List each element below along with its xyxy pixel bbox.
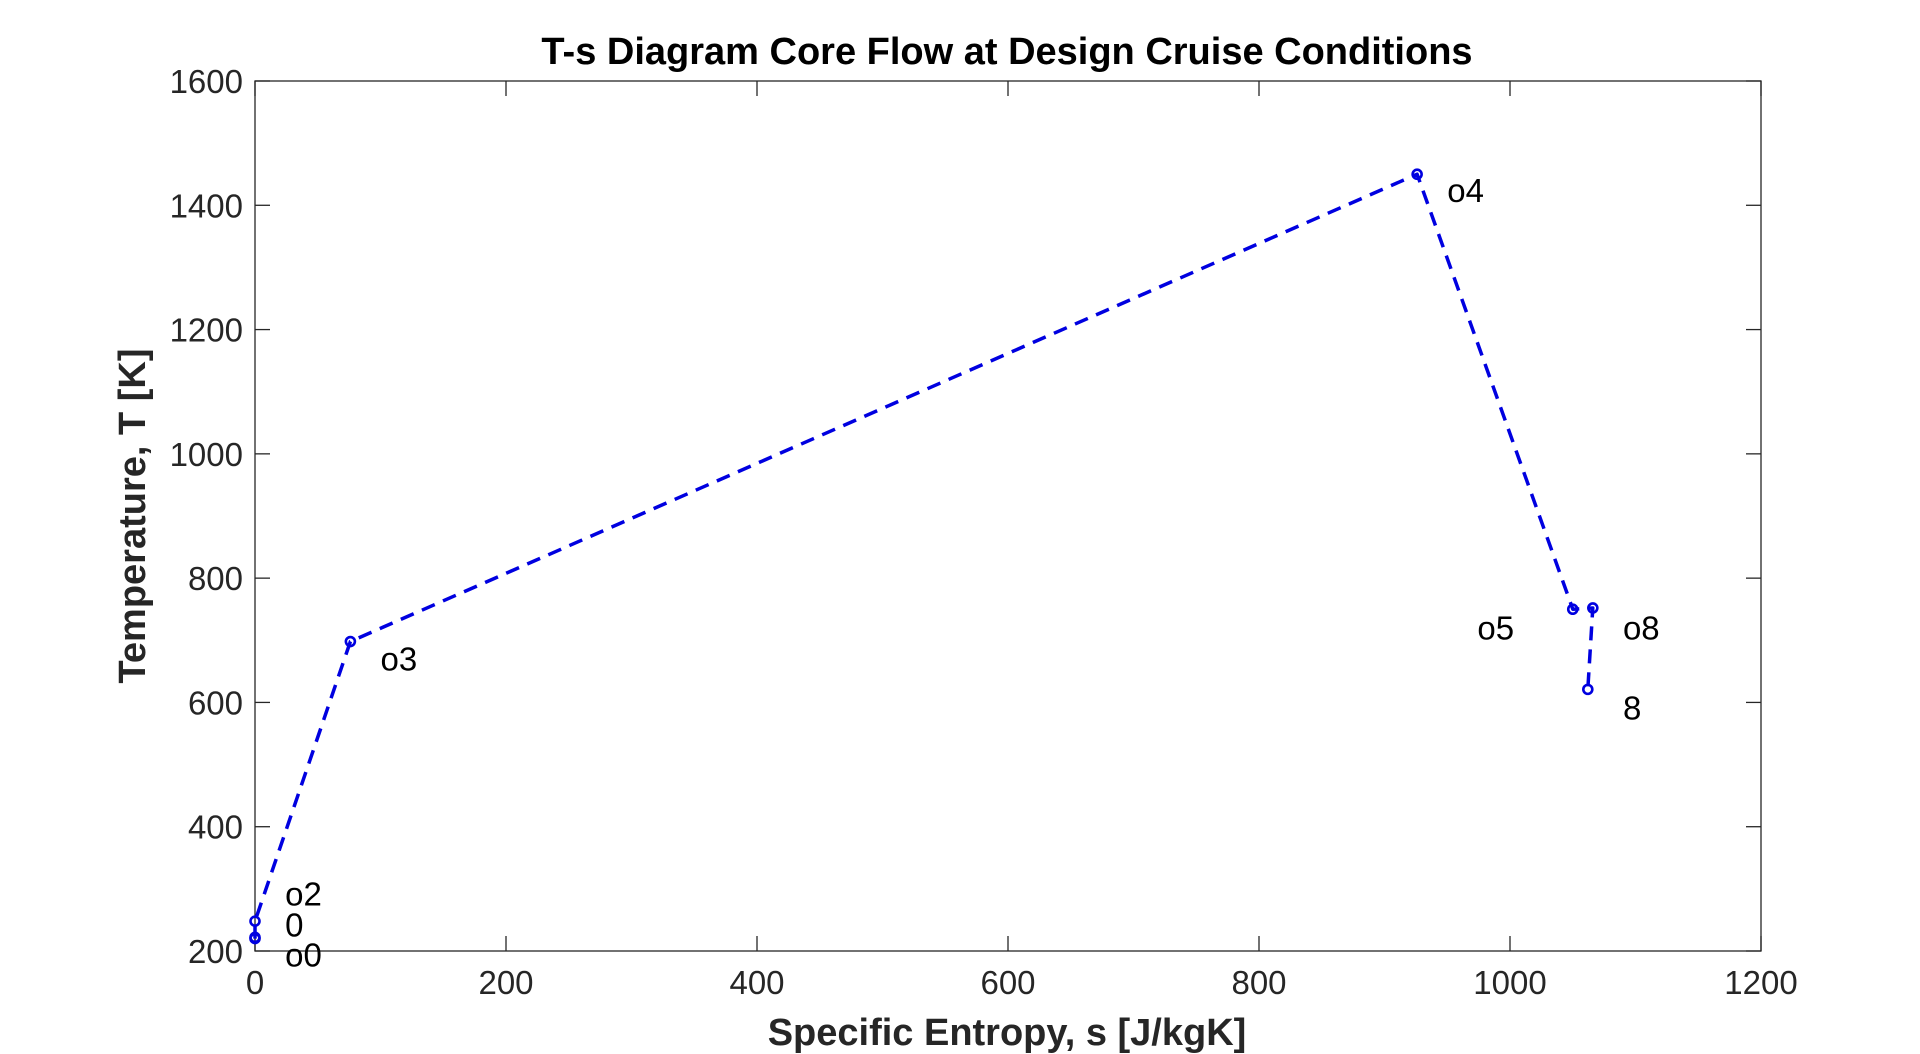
data-point-marker — [344, 635, 357, 648]
x-tick-label: 400 — [729, 964, 784, 1001]
tick-labels: 0 200 400 600 800 1000 12002004006008001000120… — [170, 63, 1798, 1001]
point-label: o8 — [1623, 609, 1660, 646]
data-point-marker — [1582, 683, 1594, 696]
y-axis-title: Temperature, T [K] — [112, 348, 154, 683]
y-tick-label: 400 — [188, 809, 243, 846]
y-tick-label: 200 — [188, 933, 243, 970]
x-tick-label: 0 — [246, 964, 264, 1001]
data-point-marker — [1587, 602, 1599, 614]
data-point-marker — [1411, 168, 1423, 181]
series-layer — [249, 168, 1599, 945]
axes-box — [254, 80, 1762, 952]
data-point-marker — [249, 915, 261, 927]
y-tick-label: 1400 — [170, 187, 243, 224]
x-tick-label: 1000 — [1473, 964, 1546, 1001]
axis-ticks — [254, 80, 1762, 952]
point-label: o3 — [381, 641, 418, 678]
x-axis-title: Specific Entropy, s [J/kgK] — [768, 1012, 1247, 1054]
data-point-marker — [1566, 603, 1579, 616]
y-tick-label: 1600 — [170, 63, 243, 100]
point-label: 8 — [1623, 690, 1641, 727]
y-tick-label: 1200 — [170, 312, 243, 349]
data-point-marker — [249, 931, 261, 944]
x-tick-label: 800 — [1231, 964, 1286, 1001]
y-tick-label: 600 — [188, 684, 243, 721]
point-label: o5 — [1477, 609, 1514, 646]
y-tick-label: 1000 — [170, 436, 243, 473]
chart-title: T-s Diagram Core Flow at Design Cruise C… — [541, 31, 1472, 73]
point-label: o0 — [285, 936, 322, 973]
x-tick-label: 200 — [478, 964, 533, 1001]
x-tick-label: 1200 — [1724, 964, 1797, 1001]
point-label: o4 — [1447, 172, 1484, 209]
y-tick-label: 800 — [188, 560, 243, 597]
x-tick-label: 600 — [980, 964, 1035, 1001]
point-label: o2 — [285, 875, 322, 912]
point-label: 0 — [285, 907, 303, 944]
